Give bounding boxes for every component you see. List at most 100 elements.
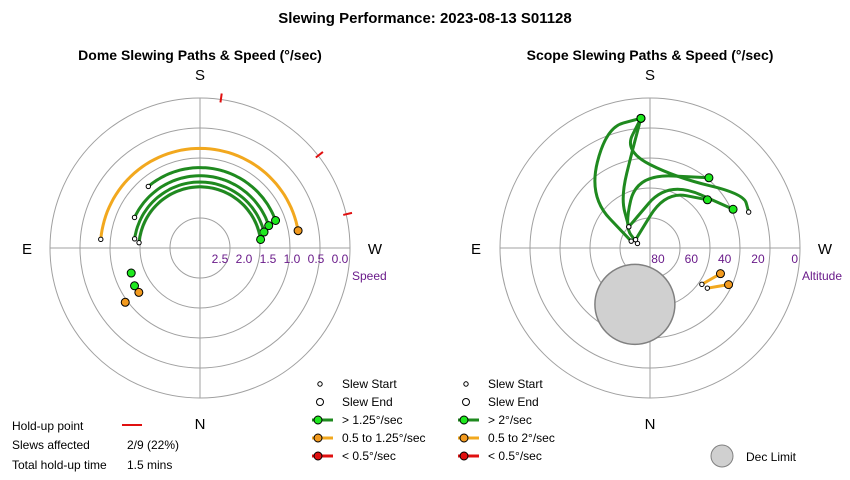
total-holdup-value: 1.5 mins (127, 458, 172, 472)
dome-slew-end (264, 221, 274, 231)
scope-legend-end: Slew End (488, 395, 539, 409)
dome-speed-point (134, 287, 144, 297)
scope-polar-grid (499, 97, 801, 399)
dome-polar-grid (49, 97, 351, 399)
dec-limit-zone (594, 263, 676, 346)
holdup-mark (219, 93, 223, 103)
scope-slewing-chart: Scope Slewing Paths & Speed (°/sec) 80 60… (471, 47, 842, 433)
dome-slew-path (133, 174, 271, 228)
scope-tick-label: 60 (685, 252, 699, 266)
scope-dir-bottom: N (645, 416, 656, 433)
scope-slew-end (626, 224, 632, 230)
scope-legend: Slew Start Slew End > 2°/sec 0.5 to 2°/s… (458, 377, 555, 463)
dec-limit-legend: Dec Limit (710, 444, 797, 468)
scope-radial-label: Altitude (802, 269, 842, 283)
dome-tick-label: 1.0 (284, 252, 301, 266)
dome-slew-path (137, 185, 263, 245)
scope-slew-end (745, 209, 752, 215)
dome-slew-end (271, 216, 281, 226)
scope-slew-path (593, 116, 643, 243)
dome-tick-label: 2.5 (212, 252, 229, 266)
dome-slew-start (136, 239, 142, 246)
holdup-mark (343, 211, 353, 216)
dome-legend-slow: < 0.5°/sec (342, 449, 396, 463)
scope-slew-path (634, 193, 709, 242)
scope-dir-left: E (471, 241, 481, 258)
scope-slew-start (724, 280, 734, 290)
dome-dir-right: W (368, 241, 383, 258)
dome-dir-left: E (22, 241, 32, 258)
scope-tick-label: 20 (751, 252, 765, 266)
dome-legend-end: Slew End (342, 395, 393, 409)
total-holdup-label: Total hold-up time (12, 458, 107, 472)
scope-tick-label: 40 (718, 252, 732, 266)
holdup-point-label: Hold-up point (12, 419, 84, 433)
dome-slew-path (99, 146, 300, 241)
legend-end-marker (316, 398, 324, 406)
legend-end-marker (462, 398, 470, 406)
scope-legend-slow: < 0.5°/sec (488, 449, 542, 463)
legend-fast-marker (459, 415, 469, 425)
dome-radial-ticks: 2.5 2.0 1.5 1.0 0.5 0.0 (212, 252, 349, 266)
scope-slew-start (715, 269, 725, 279)
dec-limit-legend-label: Dec Limit (746, 450, 797, 464)
scope-slew-start (704, 173, 714, 183)
holdup-mark (315, 151, 324, 159)
scope-slew-start (728, 204, 738, 214)
dome-slew-start (131, 236, 138, 242)
dome-slew-start (145, 183, 152, 190)
dome-legend-start: Slew Start (342, 377, 397, 391)
dome-tick-label: 2.0 (236, 252, 253, 266)
dome-slew-paths (98, 146, 303, 307)
dome-dir-top: S (195, 67, 205, 84)
scope-tick-label: 80 (651, 252, 665, 266)
scope-slew-end (699, 281, 705, 288)
dome-speed-point (130, 281, 140, 291)
dome-speed-point (126, 268, 136, 278)
legend-slow-marker (459, 451, 469, 461)
scope-legend-start: Slew Start (488, 377, 543, 391)
dome-tick-label: 1.5 (260, 252, 277, 266)
dome-slew-start (98, 236, 104, 243)
legend-start-marker (317, 381, 323, 387)
legend-medium-marker (313, 433, 323, 443)
dome-radial-label: Speed (352, 269, 387, 283)
scope-slew-path (628, 116, 751, 214)
legend-fast-marker (313, 415, 323, 425)
figure-title: Slewing Performance: 2023-08-13 S01128 (278, 10, 572, 27)
dome-chart-title: Dome Slewing Paths & Speed (°/sec) (78, 47, 322, 63)
legend-start-marker (463, 381, 469, 387)
scope-slew-end (632, 236, 639, 243)
scope-legend-fast: > 2°/sec (488, 413, 532, 427)
scope-slew-start (636, 113, 646, 123)
dome-legend: Slew Start Slew End > 1.25°/sec 0.5 to 1… (312, 377, 426, 463)
dome-legend-fast: > 1.25°/sec (342, 413, 403, 427)
scope-radial-ticks: 80 60 40 20 0 (651, 252, 798, 266)
legend-medium-marker (459, 433, 469, 443)
dome-holdup-marks (219, 93, 353, 216)
dome-slew-path (133, 180, 266, 241)
dome-slewing-chart: Dome Slewing Paths & Speed (°/sec) 2.5 2.… (22, 47, 387, 433)
dome-dir-bottom: N (195, 416, 206, 433)
dome-tick-label: 0.5 (308, 252, 325, 266)
scope-slew-start (702, 195, 712, 205)
dome-legend-medium: 0.5 to 1.25°/sec (342, 431, 426, 445)
dome-slew-start (131, 214, 138, 221)
dec-limit-legend-marker (710, 444, 734, 468)
scope-slew-end (704, 285, 711, 291)
dome-slew-path (146, 166, 278, 222)
scope-dir-right: W (818, 241, 833, 258)
dome-speed-point (120, 297, 130, 307)
scope-chart-title: Scope Slewing Paths & Speed (°/sec) (527, 47, 774, 63)
slews-affected-value: 2/9 (22%) (127, 438, 179, 452)
slews-affected-label: Slews affected (12, 438, 90, 452)
dome-tick-label: 0.0 (332, 252, 349, 266)
scope-dec-limit (594, 263, 676, 346)
dome-slew-end (293, 226, 303, 236)
scope-legend-medium: 0.5 to 2°/sec (488, 431, 555, 445)
scope-slew-paths (593, 113, 752, 291)
dome-slew-end (256, 234, 266, 244)
legend-slow-marker (313, 451, 323, 461)
holdup-info: Hold-up point Slews affected 2/9 (22%) T… (12, 419, 179, 472)
